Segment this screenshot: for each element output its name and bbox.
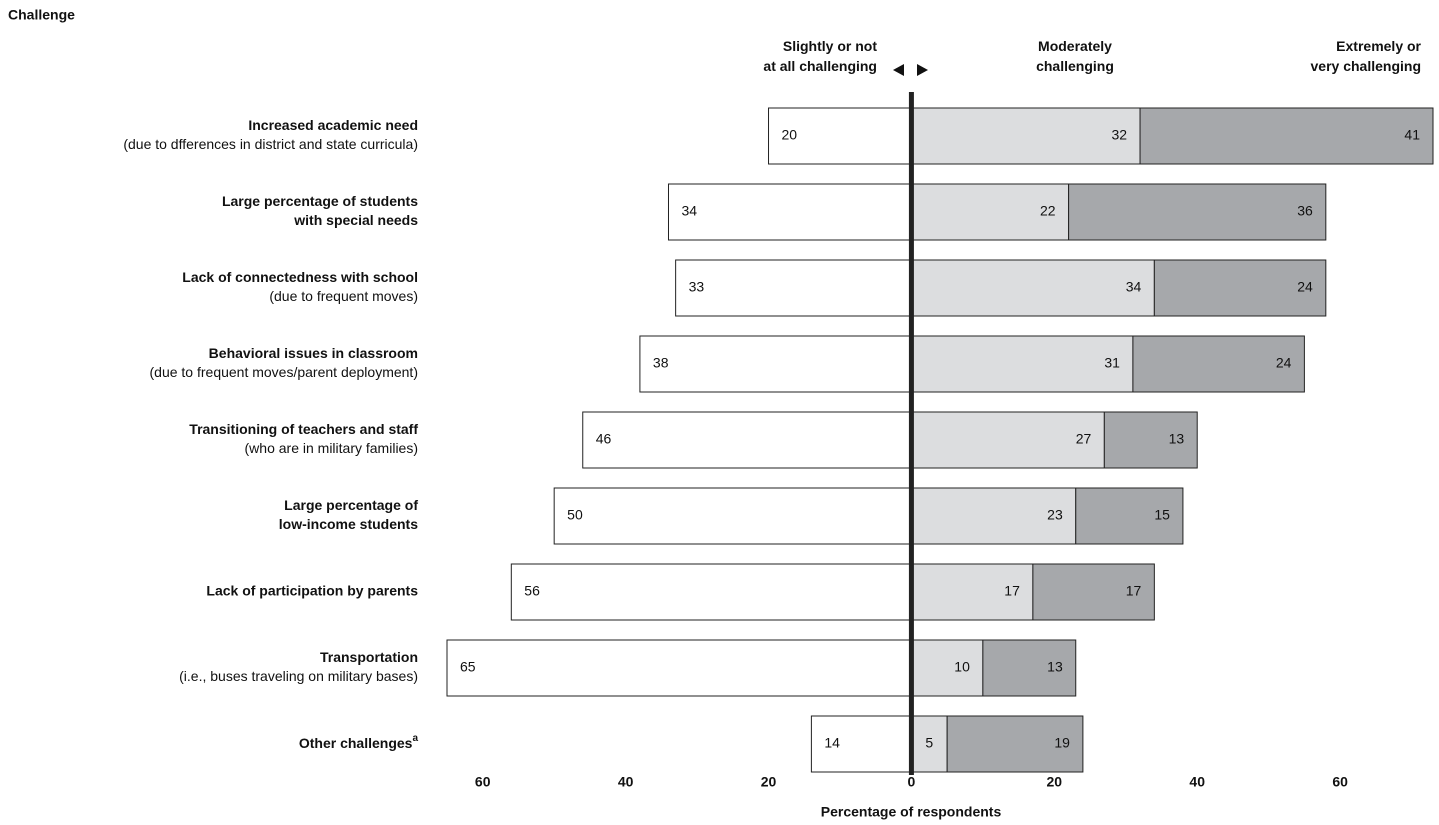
value-label: 24: [1276, 355, 1292, 371]
bar: [810, 715, 912, 773]
value-label: 17: [1004, 583, 1020, 599]
x-axis-title: Percentage of respondents: [821, 804, 1002, 820]
y-axis-title: Challenge: [8, 7, 75, 23]
value-label: 31: [1104, 355, 1120, 371]
category-note: (due to dfferences in district and state…: [123, 136, 418, 152]
value-label: 20: [782, 127, 798, 143]
category-label: Lack of participation by parents: [206, 583, 418, 599]
category-label: Behavioral issues in classroom: [209, 345, 418, 361]
x-tick-label: 40: [618, 774, 634, 790]
category-note: (due to frequent moves/parent deployment…: [150, 364, 419, 380]
value-label: 34: [681, 203, 697, 219]
bar: [910, 259, 1155, 317]
value-label: 65: [460, 659, 476, 675]
value-label: 15: [1154, 507, 1170, 523]
bar: [1103, 411, 1198, 469]
bar: [553, 487, 912, 545]
value-label: 13: [1169, 431, 1185, 447]
value-label: 19: [1054, 735, 1070, 751]
x-tick-label: 20: [1047, 774, 1063, 790]
bar: [910, 639, 984, 697]
value-label: 5: [925, 735, 933, 751]
bar: [1032, 563, 1155, 621]
value-label: 13: [1047, 659, 1063, 675]
value-label: 17: [1126, 583, 1142, 599]
x-tick-label: 60: [1332, 774, 1348, 790]
category-label: Lack of connectedness with school: [182, 269, 418, 285]
value-label: 22: [1040, 203, 1056, 219]
x-tick-label: 20: [761, 774, 777, 790]
category-note: (who are in military families): [245, 440, 418, 456]
bar: [910, 411, 1105, 469]
bar: [1068, 183, 1327, 241]
value-label: 24: [1297, 279, 1313, 295]
value-label: 14: [824, 735, 840, 751]
category-text: Other challenges: [299, 735, 413, 751]
value-label: 56: [524, 583, 540, 599]
value-label: 27: [1076, 431, 1092, 447]
category-label: Large percentage of: [284, 497, 418, 513]
arrow-left: [893, 64, 904, 76]
bar: [910, 487, 1077, 545]
bar: [910, 107, 1141, 165]
bar: [675, 259, 912, 317]
value-label: 41: [1404, 127, 1420, 143]
x-tick-label: 40: [1189, 774, 1205, 790]
bar: [446, 639, 912, 697]
bar: [768, 107, 912, 165]
value-label: 38: [653, 355, 669, 371]
value-label: 34: [1126, 279, 1142, 295]
x-tick-label: 0: [908, 774, 916, 790]
value-label: 50: [567, 507, 583, 523]
bar: [1075, 487, 1184, 545]
x-tick-label: 60: [475, 774, 491, 790]
value-label: 32: [1111, 127, 1127, 143]
bar: [1153, 259, 1327, 317]
category-label: Transitioning of teachers and staff: [189, 421, 418, 437]
series-header: Moderately challenging: [1036, 38, 1114, 74]
bar: [910, 335, 1134, 393]
category-label: Transportation: [320, 649, 418, 665]
footnote-mark: a: [412, 733, 418, 744]
value-label: 46: [596, 431, 612, 447]
bar: [910, 715, 948, 773]
bar: [667, 183, 912, 241]
bar: [946, 715, 1084, 773]
category-label: Increased academic need: [248, 117, 418, 133]
value-label: 23: [1047, 507, 1063, 523]
bar: [1132, 335, 1305, 393]
category-label: low-income students: [279, 516, 418, 532]
bar: [910, 183, 1070, 241]
series-header: Extremely or very challenging: [1310, 38, 1421, 74]
arrow-right: [917, 64, 928, 76]
category-label: with special needs: [293, 212, 418, 228]
value-label: 36: [1297, 203, 1313, 219]
bar: [639, 335, 912, 393]
category-label: Large percentage of students: [222, 193, 418, 209]
category-note: (due to frequent moves): [269, 288, 418, 304]
value-label: 33: [689, 279, 705, 295]
series-header: Slightly or not at all challenging: [763, 38, 877, 74]
bar: [582, 411, 912, 469]
bar: [1139, 107, 1434, 165]
value-label: 10: [954, 659, 970, 675]
bar: [510, 563, 912, 621]
category-label: Other challengesa: [299, 733, 419, 751]
category-note: (i.e., buses traveling on military bases…: [179, 668, 418, 684]
bar: [982, 639, 1077, 697]
